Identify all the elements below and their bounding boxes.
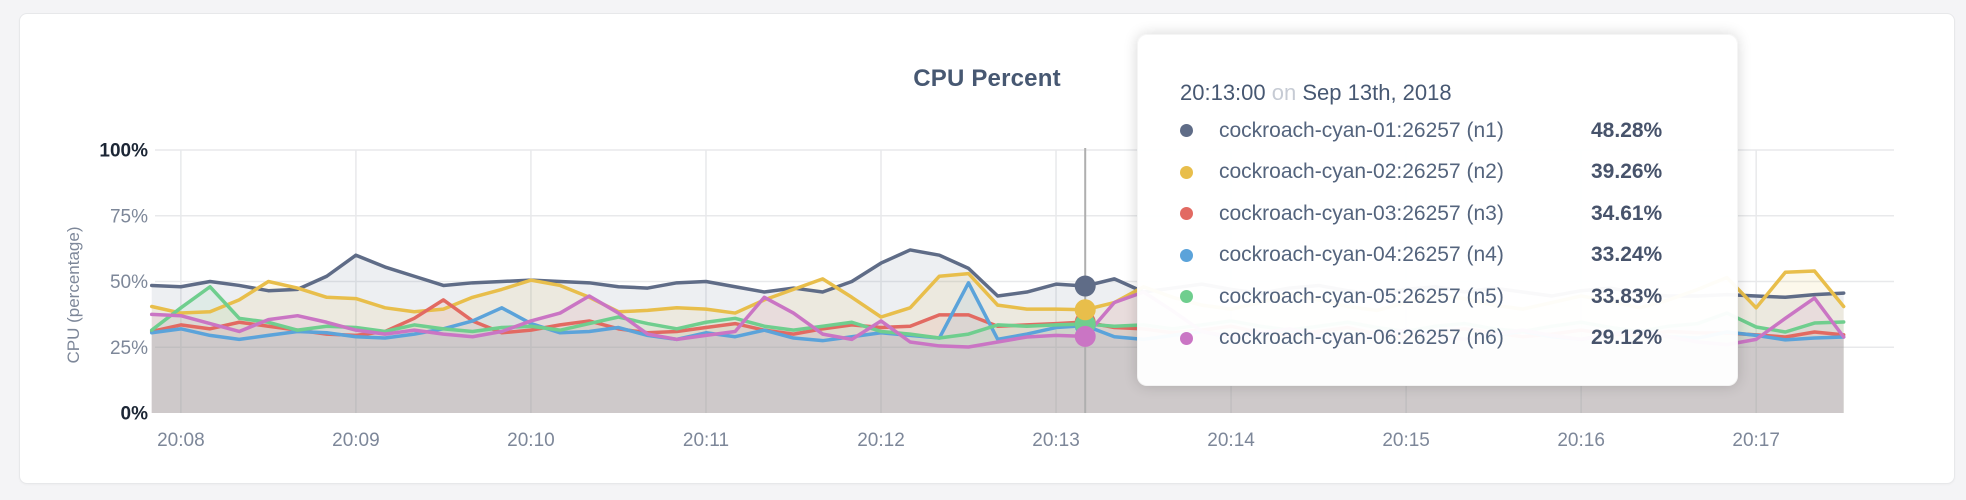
x-tick-label: 20:15 (1382, 430, 1430, 451)
y-tick-label: 25% (110, 338, 148, 359)
series-color-dot-icon (1180, 124, 1193, 138)
tooltip-row: cockroach-cyan-06:26257 (n6) 29.12% (1180, 318, 1713, 360)
tooltip-series-label: cockroach-cyan-03:26257 (n3) (1219, 201, 1504, 225)
tooltip-row: cockroach-cyan-05:26257 (n5) 33.83% (1180, 276, 1713, 318)
x-tick-label: 20:12 (857, 430, 905, 451)
series-color-dot-icon (1180, 207, 1193, 221)
series-color-dot-icon (1180, 248, 1193, 262)
tooltip-series-value: 33.83% (1591, 284, 1663, 308)
tooltip-date: Sep 13th, 2018 (1302, 80, 1452, 105)
tooltip-header: 20:13:00 on Sep 13th, 2018 (1180, 80, 1452, 106)
x-tick-label: 20:16 (1557, 430, 1605, 451)
chart-hover-tooltip: 20:13:00 on Sep 13th, 2018 cockroach-cya… (1137, 34, 1738, 386)
tooltip-series-value: 34.61% (1591, 201, 1663, 225)
x-tick-label: 20:08 (157, 430, 205, 451)
y-tick-label: 75% (110, 206, 148, 227)
hover-dot-n6 (1074, 325, 1096, 347)
x-tick-label: 20:09 (332, 430, 380, 451)
chart-title: CPU Percent (913, 65, 1061, 92)
y-tick-label: 0% (121, 404, 149, 425)
tooltip-time: 20:13:00 (1180, 80, 1266, 105)
tooltip-series-label: cockroach-cyan-05:26257 (n5) (1219, 284, 1504, 308)
tooltip-series-value: 39.26% (1591, 160, 1663, 184)
series-color-dot-icon (1180, 331, 1193, 345)
tooltip-series-label: cockroach-cyan-01:26257 (n1) (1219, 118, 1504, 142)
tooltip-series-value: 29.12% (1591, 326, 1663, 350)
tooltip-series-label: cockroach-cyan-06:26257 (n6) (1219, 326, 1504, 350)
tooltip-row: cockroach-cyan-01:26257 (n1) 48.28% (1180, 110, 1713, 152)
hover-dot-n1 (1074, 275, 1096, 297)
series-color-dot-icon (1180, 290, 1193, 304)
tooltip-series-value: 33.24% (1591, 243, 1663, 267)
x-tick-label: 20:14 (1207, 430, 1255, 451)
x-tick-label: 20:10 (507, 430, 555, 451)
tooltip-rows: cockroach-cyan-01:26257 (n1) 48.28% cockro… (1180, 110, 1713, 359)
y-tick-label: 100% (99, 141, 148, 162)
hover-dot-n2 (1074, 299, 1096, 321)
tooltip-series-label: cockroach-cyan-02:26257 (n2) (1219, 160, 1504, 184)
tooltip-row: cockroach-cyan-02:26257 (n2) 39.26% (1180, 152, 1713, 194)
x-tick-label: 20:11 (683, 430, 729, 451)
series-color-dot-icon (1180, 165, 1193, 179)
tooltip-series-value: 48.28% (1591, 118, 1663, 142)
tooltip-on-word: on (1271, 80, 1297, 105)
tooltip-row: cockroach-cyan-04:26257 (n4) 33.24% (1180, 235, 1713, 277)
tooltip-series-label: cockroach-cyan-04:26257 (n4) (1219, 243, 1504, 267)
tooltip-row: cockroach-cyan-03:26257 (n3) 34.61% (1180, 193, 1713, 235)
y-tick-label: 50% (110, 272, 148, 293)
x-tick-label: 20:17 (1732, 430, 1780, 451)
x-tick-label: 20:13 (1032, 430, 1080, 451)
